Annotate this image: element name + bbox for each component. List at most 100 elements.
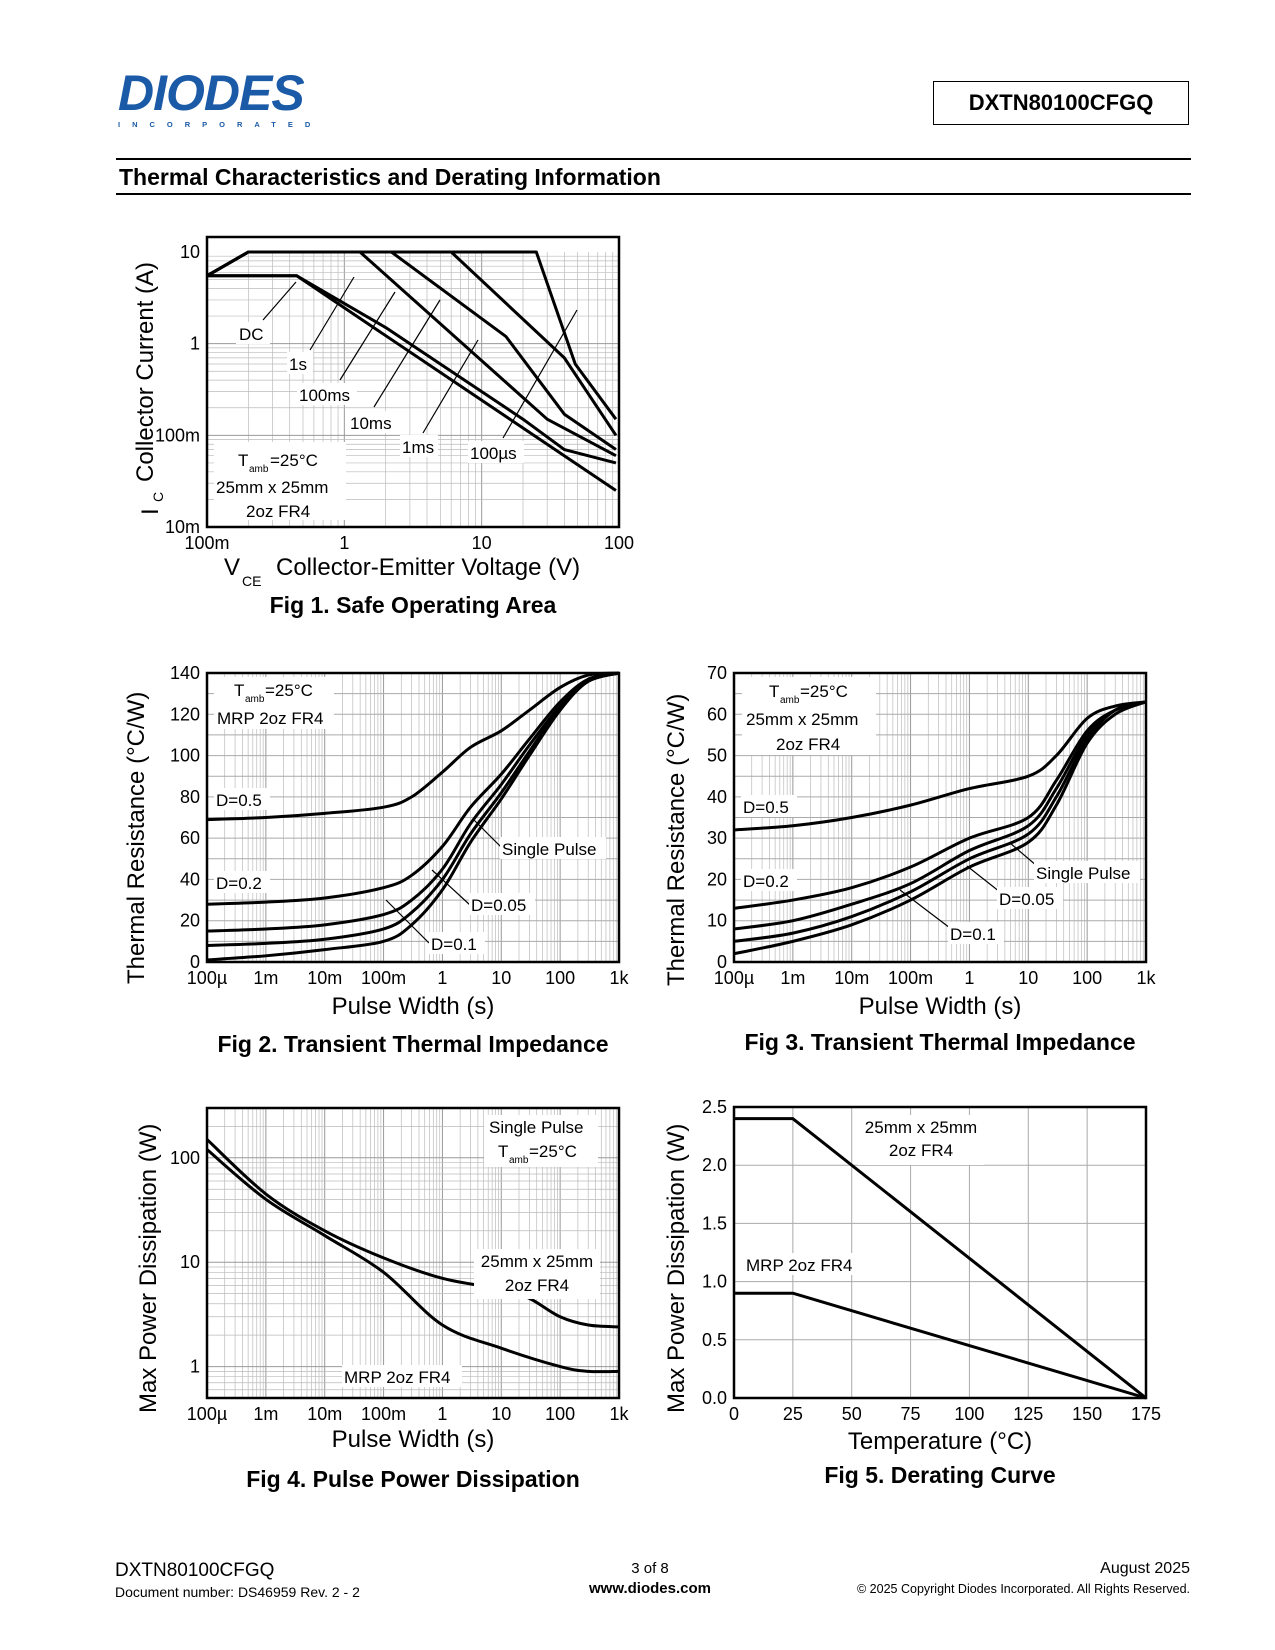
fig2-ylabel: Thermal Resistance (°C/W)	[123, 692, 150, 984]
x-tick-label: 10m	[834, 968, 869, 988]
y-tick-label: 2.0	[702, 1155, 727, 1175]
fig3-curves	[733, 700, 1147, 956]
series-line-3	[733, 700, 1147, 943]
fig4-note-t: T	[498, 1142, 508, 1161]
footer-part-number: DXTN80100CFGQ	[115, 1560, 275, 1581]
fig5-curve-labels: 25mm x 25mm 2oz FR4 MRP 2oz FR4	[744, 1115, 984, 1275]
x-tick-label: 75	[901, 1404, 921, 1424]
fig2-xlabel: Pulse Width (s)	[332, 993, 495, 1020]
y-tick-label: 100	[170, 1148, 200, 1168]
fig1-xlabel-sub: CE	[242, 573, 261, 589]
y-tick-label: 0.5	[702, 1330, 727, 1350]
fig1-xlabel-main: V	[224, 554, 240, 581]
fig4-ticks: 100µ 1m 10m 100m 1 10 100 1k 1 10 100	[170, 1148, 630, 1424]
x-tick-label: 100m	[184, 533, 229, 553]
fig3-plot-frame	[732, 671, 1148, 964]
y-tick-label: 1	[190, 1357, 200, 1377]
y-tick-label: 120	[170, 704, 200, 724]
fig1-label-10ms: 10ms	[350, 414, 392, 433]
fig1-note-t: T	[238, 451, 248, 470]
fig1-caption: Fig 1. Safe Operating Area	[269, 592, 557, 618]
y-tick-label: 70	[707, 663, 727, 683]
fig2-leaders	[385, 819, 503, 944]
x-tick-label: 10	[1018, 968, 1038, 988]
series-line-2	[206, 250, 617, 457]
x-tick-label: 1m	[253, 968, 278, 988]
fig4-xlabel: Pulse Width (s)	[332, 1426, 495, 1453]
x-tick-label: 175	[1131, 1404, 1161, 1424]
y-tick-label: 10	[180, 1252, 200, 1272]
fig2-grid	[206, 673, 619, 962]
diodes-logo: DIODES INCORPORATED	[118, 65, 328, 129]
fig4-label-2oz: 2oz FR4	[505, 1276, 569, 1295]
y-tick-label: 10	[180, 242, 200, 262]
fig1-ylabel-rest: Collector Current (A)	[132, 262, 159, 482]
series-line-4	[206, 250, 618, 437]
fig5-ticks: 0 25 50 75 100 125 150 175 0.0 0.5 1.0 1.5 2.0 2.5	[702, 1097, 1161, 1424]
series-line-0	[733, 700, 1147, 832]
x-tick-label: 100m	[361, 968, 406, 988]
fig5-label-2oz: 2oz FR4	[889, 1141, 953, 1160]
fig4-note-amb: amb	[509, 1155, 529, 1166]
fig2-note-t: T	[234, 681, 244, 700]
fig4-note-temp: =25°C	[529, 1142, 577, 1161]
fig1-ylabel-main: I	[137, 508, 164, 515]
series-line-0	[207, 274, 617, 492]
section-title: Thermal Characteristics and Derating Inf…	[119, 164, 661, 190]
fig3-note-amb: amb	[780, 695, 800, 706]
series-line-2	[733, 700, 1147, 931]
x-tick-label: 1	[964, 968, 974, 988]
footer-doc-number: Document number: DS46959 Rev. 2 - 2	[115, 1584, 360, 1600]
fig2-ticks: 100µ 1m 10m 100m 1 10 100 1k 0 20 40 60 80 100 120 140	[170, 663, 630, 988]
footer-date: August 2025	[1100, 1560, 1190, 1577]
fig4-note: Single Pulse T amb =25°C	[484, 1115, 598, 1167]
fig2-label-d05: D=0.5	[216, 791, 262, 810]
fig1-note-temp: =25°C	[270, 451, 318, 470]
fig1-note-line2: 25mm x 25mm	[216, 478, 328, 497]
series-line-3	[206, 671, 620, 947]
fig1-grid	[206, 252, 619, 528]
fig1-note-amb: amb	[249, 464, 269, 475]
fig4-note-line1: Single Pulse	[489, 1118, 584, 1137]
logo-wordmark: DIODES	[118, 65, 305, 121]
fig5-xlabel: Temperature (°C)	[848, 1428, 1032, 1455]
series-line-1	[206, 671, 620, 906]
fig5-label-mrp: MRP 2oz FR4	[746, 1256, 852, 1275]
x-tick-label: 100µ	[187, 968, 227, 988]
series-line-4	[206, 671, 620, 962]
x-tick-label: 1	[339, 533, 349, 553]
y-tick-label: 0	[190, 952, 200, 972]
series-line-1	[206, 1148, 620, 1374]
x-tick-label: 10	[491, 968, 511, 988]
x-tick-label: 1m	[253, 1404, 278, 1424]
fig1-axis-labels: I C Collector Current (A) V CE Collector…	[132, 262, 580, 589]
fig4-ylabel: Max Power Dissipation (W)	[135, 1124, 162, 1413]
fig5-plot-frame	[732, 1105, 1148, 1400]
fig1-ylabel-sub: C	[150, 492, 166, 502]
x-tick-label: 10	[472, 533, 492, 553]
fig4-plot-frame	[205, 1106, 621, 1400]
fig1-note: T amb =25°C 25mm x 25mm 2oz FR4	[214, 442, 346, 521]
fig4-curve-labels: 25mm x 25mm 2oz FR4 MRP 2oz FR4	[342, 1249, 600, 1387]
fig3-label-d005: D=0.05	[999, 890, 1054, 909]
footer-page: 3 of 8	[631, 1560, 669, 1577]
x-tick-label: 50	[842, 1404, 862, 1424]
fig2-note-line2: MRP 2oz FR4	[217, 709, 323, 728]
y-tick-label: 10	[707, 911, 727, 931]
fig4-caption: Fig 4. Pulse Power Dissipation	[246, 1466, 580, 1492]
fig2-label-d02: D=0.2	[216, 874, 262, 893]
x-tick-label: 1k	[609, 968, 629, 988]
x-tick-label: 100µ	[187, 1404, 227, 1424]
y-tick-label: 60	[180, 828, 200, 848]
footer-website[interactable]: www.diodes.com	[589, 1580, 711, 1597]
fig3-note-temp: =25°C	[800, 682, 848, 701]
footer-copyright: © 2025 Copyright Diodes Incorporated. Al…	[857, 1582, 1190, 1596]
fig1-xlabel-rest: Collector-Emitter Voltage (V)	[276, 554, 580, 581]
x-tick-label: 25	[783, 1404, 803, 1424]
x-tick-label: 100m	[888, 968, 933, 988]
y-tick-label: 100m	[155, 425, 200, 445]
